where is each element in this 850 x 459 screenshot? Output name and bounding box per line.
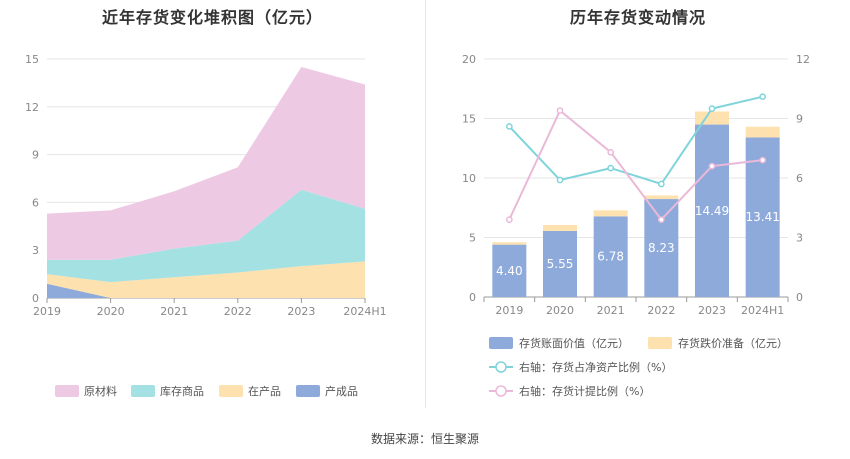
x-tick-label: 2023 <box>698 304 726 317</box>
legend-label: 在产品 <box>248 384 281 398</box>
line-point <box>657 216 665 223</box>
y2-tick-label: 0 <box>796 291 803 304</box>
legend-swatch <box>55 385 79 397</box>
x-tick-label: 2020 <box>546 304 574 317</box>
inventory-bar-line-chart: 0 5 10 15 20 0 3 6 9 12 4.40 5.55 6.78 8.23 14.49 13.41… <box>462 53 810 398</box>
x-tick-label: 2023 <box>287 305 315 318</box>
legend-swatch <box>489 337 513 349</box>
bar-impairment <box>644 195 679 200</box>
line-provision-ratio <box>508 109 763 222</box>
legend-label: 产成品 <box>325 384 358 398</box>
right-chart-title: 历年存货变动情况 <box>569 8 706 27</box>
y2-tick-label: 6 <box>796 172 803 185</box>
bar-book-value <box>644 199 679 297</box>
bar-book-value <box>695 124 729 297</box>
legend-marker <box>495 385 507 397</box>
x-tick-label: 2021 <box>597 304 625 317</box>
legend-label: 库存商品 <box>160 384 204 398</box>
bar-data-label: 4.40 <box>496 264 523 278</box>
legend-swatch <box>219 385 243 397</box>
bar-impairment <box>593 210 628 217</box>
line-point <box>759 156 767 164</box>
data-source: 数据来源：恒生聚源 <box>370 432 479 446</box>
legend-swatch <box>131 385 155 397</box>
legend-label: 右轴：存货占净资产比例（%） <box>519 360 672 374</box>
left-chart-title: 近年存货变化堆积图（亿元） <box>101 8 323 27</box>
legend-label: 原材料 <box>84 384 117 398</box>
x-tick-label: 2020 <box>97 305 125 318</box>
line-point <box>759 93 767 101</box>
legend-label: 存货跌价准备（亿元） <box>678 336 788 350</box>
bar-data-label: 8.23 <box>648 241 675 255</box>
bar-data-label: 13.41 <box>745 210 779 224</box>
bar-impairment <box>695 111 729 125</box>
bar-book-value <box>492 244 527 297</box>
y-tick-label: 5 <box>469 232 476 245</box>
y2-tick-label: 3 <box>796 232 803 245</box>
legend-marker <box>495 361 507 373</box>
bar-book-value <box>543 230 577 297</box>
bar-data-label: 6.78 <box>597 250 624 264</box>
line-point <box>556 107 564 114</box>
x-tick-label: 2024H1 <box>741 304 784 317</box>
line-share-of-net-assets <box>508 95 763 186</box>
bar-data-label: 14.49 <box>695 204 729 218</box>
y2-tick-label: 12 <box>796 53 810 66</box>
line-point <box>556 176 564 184</box>
bar-impairment <box>745 126 780 138</box>
x-tick-label: 2022 <box>224 305 252 318</box>
x-tick-label: 2021 <box>160 305 188 318</box>
y-tick-label: 15 <box>462 113 476 126</box>
area-产成品 <box>47 283 365 298</box>
legend-label: 存货账面价值（亿元） <box>519 336 629 350</box>
line-point <box>505 123 513 130</box>
x-tick-label: 2019 <box>33 305 61 318</box>
legend-swatch <box>648 337 672 349</box>
area-在产品 <box>47 261 365 298</box>
line-point <box>607 148 615 156</box>
legend-swatch <box>296 385 320 397</box>
area-库存商品 <box>47 189 365 283</box>
line-point <box>708 105 716 112</box>
line-point <box>505 216 513 223</box>
y-tick-label: 9 <box>32 149 39 162</box>
y-tick-label: 12 <box>25 101 39 114</box>
x-tick-label: 2019 <box>495 304 523 317</box>
bar-data-label: 5.55 <box>547 257 574 271</box>
x-tick-label: 2024H1 <box>343 305 386 318</box>
area-原材料 <box>47 67 365 260</box>
y-tick-label: 3 <box>32 244 39 257</box>
y-tick-label: 0 <box>469 291 476 304</box>
line-point <box>708 162 716 170</box>
y-tick-label: 6 <box>32 196 39 209</box>
panel-divider <box>425 0 426 408</box>
line-point <box>607 164 615 172</box>
y2-tick-label: 9 <box>796 113 803 126</box>
right-chart-panel: 历年存货变动情况 0 5 10 15 20 0 3 6 9 12 4.40 5.55 6.78 8.23 1… <box>426 0 850 410</box>
bar-impairment <box>492 242 527 245</box>
y-tick-label: 10 <box>462 172 476 185</box>
y-tick-label: 0 <box>32 292 39 305</box>
y-tick-label: 20 <box>462 53 476 66</box>
bar-book-value <box>745 137 780 297</box>
y-tick-label: 15 <box>25 53 39 66</box>
bar-impairment <box>543 225 577 231</box>
bar-book-value <box>593 216 628 297</box>
legend-label: 右轴：存货计提比例（%） <box>519 384 650 398</box>
left-chart-panel: 近年存货变化堆积图（亿元） 0 3 6 9 12 15 2019 2020 2021 2022 20… <box>0 0 425 410</box>
stacked-area-chart: 0 3 6 9 12 15 2019 2020 2021 2022 2023 2024H1 原材料 库存商… <box>25 53 387 398</box>
line-point <box>657 180 665 188</box>
x-tick-label: 2022 <box>647 304 675 317</box>
